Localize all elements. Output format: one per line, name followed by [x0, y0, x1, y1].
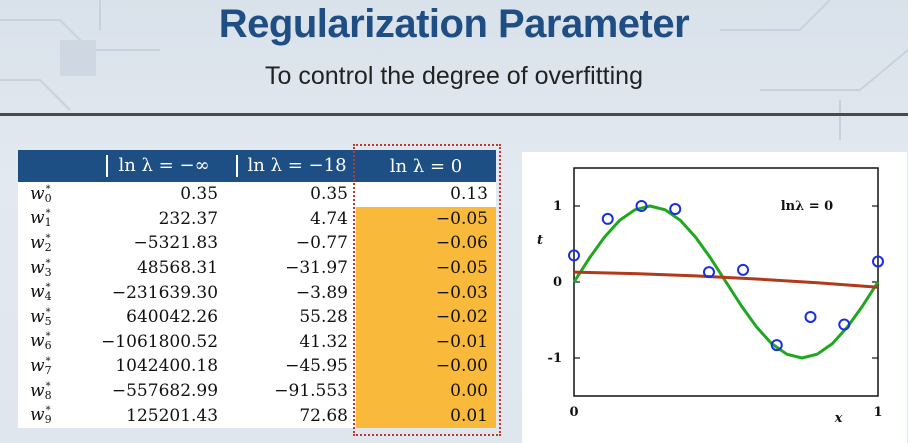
weight-label: w1* — [18, 206, 90, 232]
data-point — [804, 310, 817, 323]
data-point — [770, 339, 783, 352]
table-row: w9* 125201.43 72.68 0.01 — [18, 403, 496, 428]
x-tick-label: 1 — [873, 405, 882, 420]
cell-ln-lambda-neg-18: 41.32 — [226, 329, 356, 355]
plot-panel: 1 0 -1 0 1 x t lnλ = 0 — [522, 152, 907, 443]
weight-label: w8* — [18, 378, 90, 404]
table-row: w7* 1042400.18 −45.95 −0.00 — [18, 354, 496, 379]
title-divider — [0, 113, 908, 116]
table-row: w2* −5321.83 −0.77 −0.06 — [18, 231, 496, 256]
data-point — [635, 200, 648, 212]
data-point — [838, 318, 851, 331]
cell-ln-lambda-neg-18: −3.89 — [226, 280, 356, 305]
cell-ln-lambda-neg-inf: −557682.99 — [90, 378, 227, 404]
cell-ln-lambda-0: 0.13 — [356, 182, 496, 207]
cell-ln-lambda-neg-inf: −1061800.52 — [90, 329, 227, 355]
slide-title: Regularization Parameter — [218, 2, 690, 46]
table-header-col-1: ln λ = −∞ — [90, 150, 227, 182]
weight-label: w3* — [18, 255, 90, 281]
cell-ln-lambda-neg-inf: 48568.31 — [90, 255, 227, 281]
y-tick-label: 0 — [553, 275, 562, 290]
table-row: w1* 232.37 4.74 −0.05 — [18, 206, 496, 232]
cell-ln-lambda-neg-18: 4.74 — [226, 206, 356, 232]
cell-ln-lambda-0: −0.05 — [356, 206, 496, 232]
weight-label: w7* — [18, 354, 90, 379]
cell-ln-lambda-0: −0.02 — [356, 304, 496, 330]
plot-annotation: lnλ = 0 — [781, 199, 834, 214]
cell-ln-lambda-neg-inf: −231639.30 — [90, 280, 227, 305]
data-point — [601, 212, 614, 225]
cell-ln-lambda-neg-18: 55.28 — [226, 304, 356, 330]
true-sine-curve — [572, 204, 880, 360]
slide-subtitle: To control the degree of overfitting — [264, 62, 643, 90]
weight-label: w9* — [18, 403, 90, 428]
data-point — [737, 263, 750, 276]
weight-label: w6* — [18, 329, 90, 355]
weight-label: w4* — [18, 280, 90, 305]
coefficient-table: ln λ = −∞ ln λ = −18 ln λ = 0 w0* 0.35 0.3… — [18, 150, 496, 428]
table-row: w0* 0.35 0.35 0.13 — [18, 182, 496, 207]
cell-ln-lambda-neg-18: −91.553 — [226, 378, 356, 404]
cell-ln-lambda-neg-18: −31.97 — [226, 255, 356, 281]
cell-ln-lambda-neg-18: 72.68 — [226, 403, 356, 428]
x-axis-label: x — [834, 411, 843, 426]
y-tick-label: -1 — [548, 351, 562, 366]
cell-ln-lambda-0: −0.06 — [356, 231, 496, 256]
cell-ln-lambda-neg-inf: 232.37 — [90, 206, 227, 232]
cell-ln-lambda-0: −0.05 — [356, 255, 496, 281]
fitted-curve — [573, 270, 879, 289]
weight-label: w5* — [18, 304, 90, 330]
table-header-col-2: ln λ = −18 — [226, 150, 356, 182]
cell-ln-lambda-neg-inf: 640042.26 — [90, 304, 227, 330]
weight-label: w2* — [18, 231, 90, 256]
cell-ln-lambda-0: −0.01 — [356, 329, 496, 355]
table-row: w6* −1061800.52 41.32 −0.01 — [18, 329, 496, 355]
cell-ln-lambda-0: 0.00 — [356, 378, 496, 404]
cell-ln-lambda-neg-inf: 0.35 — [90, 182, 227, 207]
data-point — [702, 266, 715, 279]
y-axis-label: t — [537, 233, 543, 248]
data-point — [568, 249, 580, 262]
table-header-blank — [18, 150, 90, 182]
cell-ln-lambda-neg-inf: 1042400.18 — [90, 354, 227, 379]
y-tick-label: 1 — [553, 199, 562, 214]
fit-plot: 1 0 -1 0 1 x t lnλ = 0 — [537, 167, 884, 426]
cell-ln-lambda-neg-inf: −5321.83 — [90, 231, 227, 256]
cell-ln-lambda-0: 0.01 — [356, 403, 496, 428]
weight-label: w0* — [18, 182, 90, 207]
table-row: w4* −231639.30 −3.89 −0.03 — [18, 280, 496, 305]
table-header-row: ln λ = −∞ ln λ = −18 ln λ = 0 — [18, 150, 496, 182]
table-header-col-3: ln λ = 0 — [356, 150, 496, 182]
cell-ln-lambda-neg-18: 0.35 — [226, 182, 356, 207]
x-tick-label: 0 — [569, 405, 578, 420]
cell-ln-lambda-neg-18: −0.77 — [226, 231, 356, 256]
table-row: w3* 48568.31 −31.97 −0.05 — [18, 255, 496, 281]
cell-ln-lambda-0: −0.00 — [356, 354, 496, 379]
table-row: w8* −557682.99 −91.553 0.00 — [18, 378, 496, 404]
cell-ln-lambda-0: −0.03 — [356, 280, 496, 305]
data-point — [669, 203, 682, 216]
table-row: w5* 640042.26 55.28 −0.02 — [18, 304, 496, 330]
cell-ln-lambda-neg-18: −45.95 — [226, 354, 356, 379]
data-point — [872, 255, 884, 268]
cell-ln-lambda-neg-inf: 125201.43 — [90, 403, 227, 428]
